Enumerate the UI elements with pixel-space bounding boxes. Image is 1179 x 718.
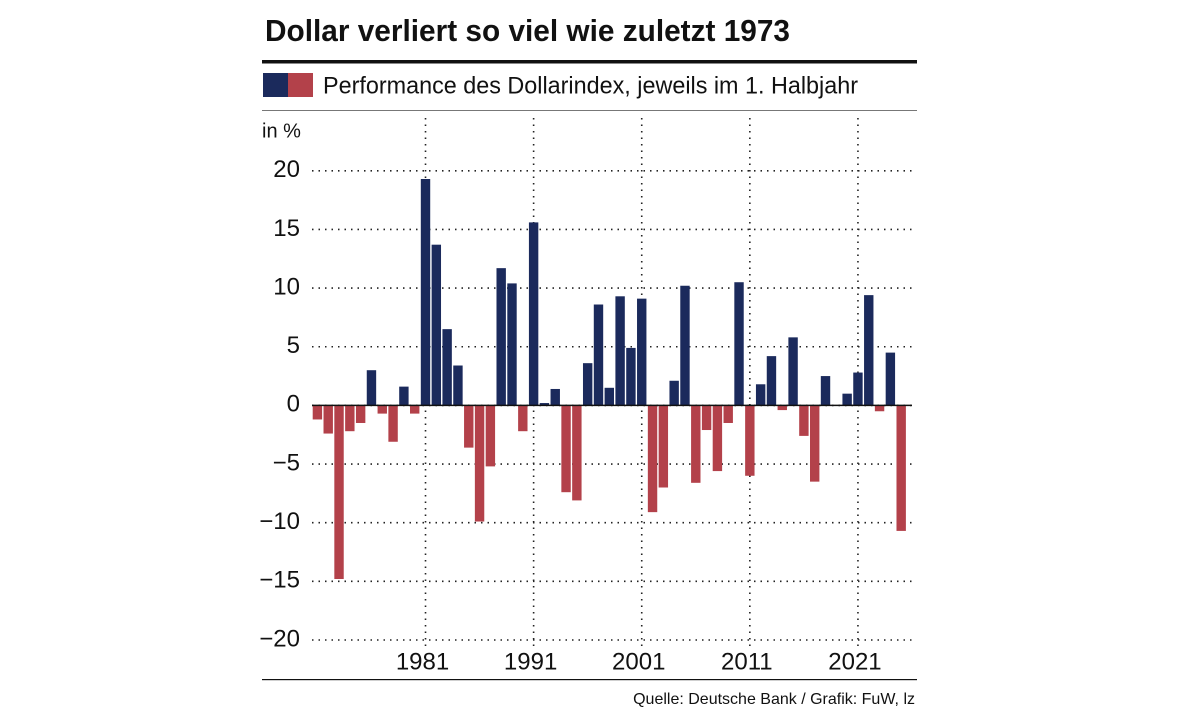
bar [777, 405, 787, 411]
bar [788, 337, 798, 406]
y-tick-label: 15 [273, 215, 300, 242]
x-tick-label: 2001 [612, 648, 665, 675]
bar [312, 405, 323, 420]
bar [518, 405, 528, 432]
bar [539, 403, 550, 406]
bar [701, 405, 712, 431]
bar [593, 304, 604, 406]
bar [528, 222, 539, 406]
bar [453, 365, 463, 406]
bar [323, 405, 333, 434]
x-tick-label: 2021 [828, 648, 881, 675]
x-tick-label: 2011 [721, 648, 773, 675]
bottom-rule [262, 679, 917, 681]
y-tick-label: 5 [287, 332, 300, 359]
bar [734, 282, 744, 406]
y-tick-label: 0 [287, 391, 300, 418]
bar [766, 356, 777, 406]
source: Quelle: Deutsche Bank / Grafik: FuW, lz [633, 691, 915, 708]
y-tick-label: −15 [259, 567, 300, 594]
bar [615, 296, 625, 406]
bar [410, 405, 420, 414]
bar [799, 405, 809, 436]
bar [377, 405, 387, 414]
bar [745, 405, 755, 476]
bar [723, 405, 733, 423]
bar [431, 244, 442, 406]
bar [474, 405, 485, 522]
bar [755, 384, 766, 406]
bar [637, 298, 647, 406]
bar [842, 393, 852, 406]
y-tick-label: −20 [259, 625, 300, 652]
title-rule [262, 60, 917, 64]
bar [399, 386, 409, 406]
bar [550, 388, 560, 406]
bar [345, 405, 355, 432]
bar [561, 405, 571, 493]
bar [572, 405, 582, 501]
bar [420, 178, 431, 406]
bar [691, 405, 701, 483]
bar [334, 405, 344, 580]
y-tick-label: 10 [273, 273, 300, 300]
bar [496, 268, 506, 406]
bar [604, 387, 614, 406]
bar [853, 372, 863, 406]
bar [874, 405, 885, 412]
bar [896, 405, 906, 531]
bar [582, 363, 593, 406]
bar [442, 329, 452, 406]
bar [669, 380, 679, 406]
bar [464, 405, 474, 448]
bar [680, 285, 690, 406]
bar [485, 405, 496, 467]
bar [820, 376, 831, 406]
legend-swatch [263, 73, 288, 97]
chart-title: Dollar verliert so viel wie zuletzt 1973 [265, 13, 790, 48]
x-tick-label: 1981 [396, 648, 449, 675]
bar [626, 347, 636, 406]
legend-rule [262, 110, 917, 111]
y-tick-label: −5 [273, 449, 300, 476]
bar [712, 405, 723, 472]
bar [366, 370, 377, 406]
bar [885, 352, 896, 406]
y-tick-label: 20 [273, 156, 300, 183]
bar [388, 405, 398, 442]
x-tick-label: 1991 [504, 648, 557, 675]
y-tick-label: −10 [259, 508, 300, 535]
bar [355, 405, 366, 423]
bar [810, 405, 820, 482]
legend-label: Performance des Dollarindex, jeweils im … [323, 72, 858, 99]
bar [658, 405, 669, 488]
bar [647, 405, 658, 513]
legend-swatch [288, 73, 313, 97]
bar [864, 295, 874, 406]
y-axis-label: in % [262, 120, 301, 142]
bar [507, 283, 517, 406]
